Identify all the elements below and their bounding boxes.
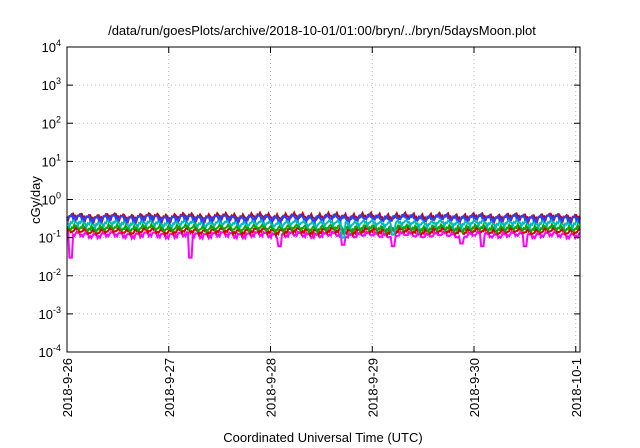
x-tick-label: 2018-10-1 xyxy=(569,358,584,417)
y-tick-label: 102 xyxy=(42,114,61,131)
x-axis: 2018-9-26 2018-9-27 2018-9-28 2018-9-29 2018… xyxy=(60,47,584,417)
y-tick-label: 100 xyxy=(42,191,61,208)
chart-title: /data/run/goesPlots/archive/2018-10-01/0… xyxy=(108,23,536,38)
series-line xyxy=(66,211,581,226)
y-tick-label: 10-4 xyxy=(39,343,61,360)
y-tick-label: 10-2 xyxy=(39,267,61,284)
series-group xyxy=(66,210,581,259)
series-line xyxy=(66,228,581,259)
grid xyxy=(66,47,580,352)
y-axis-label: cGy/day xyxy=(28,176,43,224)
y-tick-label: 10-3 xyxy=(39,305,61,322)
x-axis-label: Coordinated Universal Time (UTC) xyxy=(223,430,422,445)
x-tick-label: 2018-9-28 xyxy=(264,358,279,417)
x-tick-label: 2018-9-26 xyxy=(60,358,75,417)
y-tick-label: 104 xyxy=(42,38,61,55)
x-tick-label: 2018-9-27 xyxy=(162,358,177,417)
series-line xyxy=(66,221,581,237)
x-tick-label: 2018-9-29 xyxy=(365,358,380,417)
y-tick-label: 10-1 xyxy=(39,229,61,246)
y-axis: 10-4 10-3 10-2 10-1 100 101 102 103 104 xyxy=(39,38,580,360)
y-tick-label: 103 xyxy=(42,76,61,93)
y-tick-label: 101 xyxy=(42,152,61,169)
x-tick-label: 2018-9-30 xyxy=(467,358,482,417)
